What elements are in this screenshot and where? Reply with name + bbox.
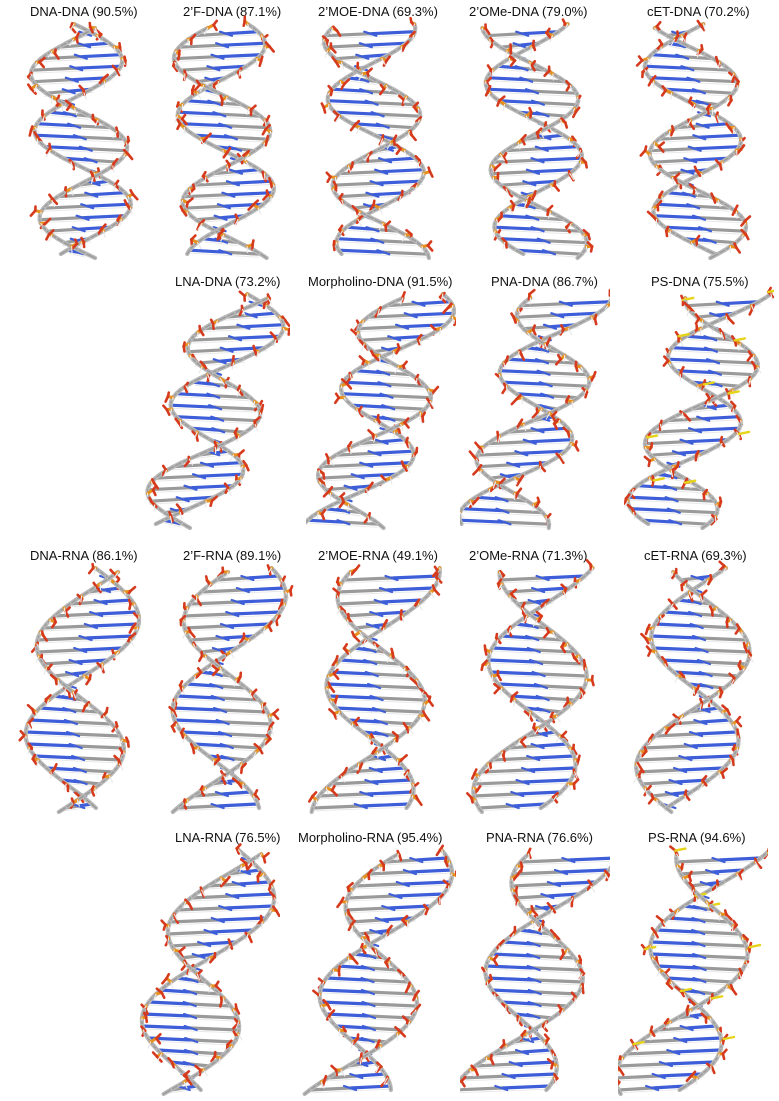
helix-structure <box>635 19 752 261</box>
panel-label: Morpholino-DNA (91.5%) <box>308 274 453 289</box>
panel-2f-dna: 2’F-DNA (87.1%) <box>150 2 300 262</box>
panel-2f-rna: 2’F-RNA (89.1%) <box>150 546 300 816</box>
panel-label: LNA-DNA (73.2%) <box>175 274 281 289</box>
panel-2moe-dna: 2’MOE-DNA (69.3%) <box>296 2 456 262</box>
panel-cet-dna: cET-DNA (70.2%) <box>620 2 770 262</box>
panel-label: PNA-DNA (86.7%) <box>491 274 598 289</box>
panel-dna-dna: DNA-DNA (90.5%) <box>6 2 156 262</box>
panel-label: DNA-RNA (86.1%) <box>30 548 138 563</box>
panel-pna-rna: PNA-RNA (76.6%) <box>460 828 610 1098</box>
helix-structure <box>302 844 456 1097</box>
panel-label: Morpholino-RNA (95.4%) <box>298 830 443 845</box>
panel-2ome-dna: 2’OMe-DNA (79.0%) <box>460 2 610 262</box>
panel-label: 2’OMe-RNA (71.3%) <box>469 548 588 563</box>
helix-structure <box>460 288 610 531</box>
panel-label: 2’MOE-RNA (49.1%) <box>318 548 438 563</box>
panel-morpholino-rna: Morpholino-RNA (95.4%) <box>296 828 456 1098</box>
panel-2ome-rna: 2’OMe-RNA (71.3%) <box>460 546 610 816</box>
panel-dna-rna: DNA-RNA (86.1%) <box>6 546 156 816</box>
helix-structure <box>633 560 754 815</box>
panel-label: PS-RNA (94.6%) <box>648 830 746 845</box>
helix-structure <box>171 15 277 261</box>
helix-structure <box>480 18 594 261</box>
helix-structure <box>320 16 434 261</box>
helix-structure <box>145 290 290 531</box>
panel-label: PNA-RNA (76.6%) <box>486 830 593 845</box>
panel-2moe-rna: 2’MOE-RNA (49.1%) <box>296 546 456 816</box>
panel-morpholino-dna: Morpholino-DNA (91.5%) <box>306 272 456 532</box>
panel-pna-dna: PNA-DNA (86.7%) <box>460 272 610 532</box>
helix-structure <box>460 847 610 1094</box>
panel-label: PS-DNA (75.5%) <box>651 274 749 289</box>
helix-structure <box>18 562 142 815</box>
helix-structure <box>308 564 443 815</box>
helix-structure <box>618 845 768 1097</box>
panel-label: 2’OMe-DNA (79.0%) <box>469 4 588 19</box>
helix-structure <box>624 286 774 531</box>
panel-cet-rna: cET-RNA (69.3%) <box>620 546 770 816</box>
helix-structure <box>26 21 139 261</box>
panel-label: DNA-DNA (90.5%) <box>30 4 138 19</box>
helix-structure <box>139 843 280 1097</box>
panel-label: LNA-RNA (76.5%) <box>175 830 281 845</box>
helix-structure <box>306 290 456 531</box>
panel-label: 2’F-RNA (89.1%) <box>183 548 282 563</box>
panel-lna-rna: LNA-RNA (76.5%) <box>130 828 280 1098</box>
panel-label: cET-DNA (70.2%) <box>647 4 750 19</box>
panel-lna-dna: LNA-DNA (73.2%) <box>140 272 290 532</box>
panel-label: cET-RNA (69.3%) <box>644 548 747 563</box>
panel-ps-dna: PS-DNA (75.5%) <box>624 272 774 532</box>
helix-structure <box>168 564 294 815</box>
helix-structure <box>466 559 595 815</box>
panel-label: 2’F-DNA (87.1%) <box>183 4 282 19</box>
panel-label: 2’MOE-DNA (69.3%) <box>318 4 438 19</box>
panel-ps-rna: PS-RNA (94.6%) <box>618 828 768 1098</box>
